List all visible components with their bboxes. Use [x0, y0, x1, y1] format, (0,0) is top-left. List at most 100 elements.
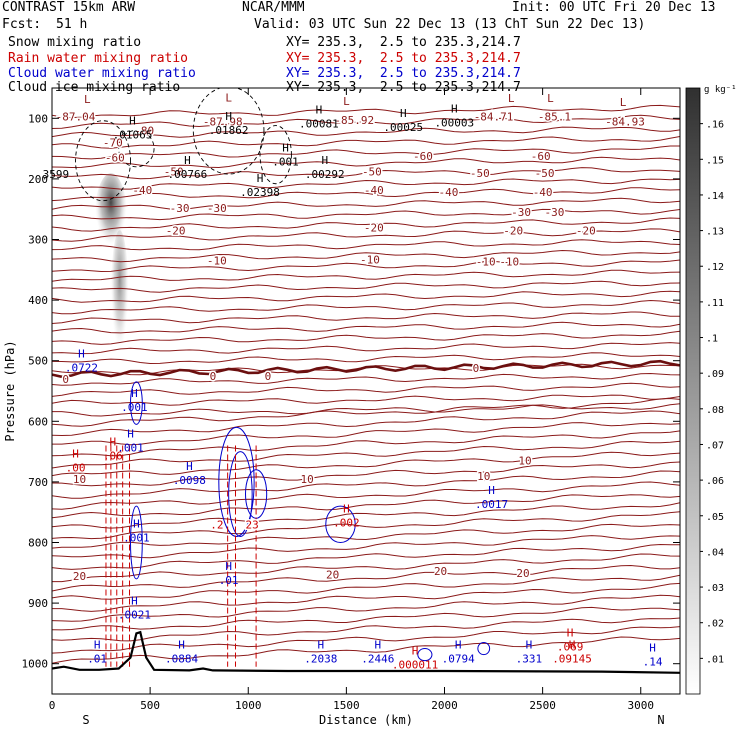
colorbar-tick-label: .05 — [706, 512, 724, 523]
colorbar-unit: g kg⁻¹ — [704, 85, 737, 95]
contour-label: 0 — [473, 362, 480, 375]
temperature-contour — [52, 440, 680, 469]
extremum-value-label: .0021 — [118, 608, 151, 621]
contour-label: -30 — [544, 206, 564, 219]
temperature-contour — [52, 280, 680, 293]
contour-label: -10 — [499, 255, 519, 268]
temperature-contour — [52, 372, 680, 386]
cloud-water-contour — [130, 381, 143, 425]
temperature-contour — [52, 574, 680, 600]
temperature-contour — [52, 422, 680, 446]
temperature-contour — [52, 582, 680, 612]
cloud-ice-contour — [192, 88, 265, 175]
contour-label: -10 — [476, 255, 496, 268]
extremum-value-label: .01 — [219, 574, 239, 587]
temperature-contour — [52, 410, 680, 437]
x-tick-label: 3000 — [628, 699, 655, 712]
extremum-marker: H — [131, 387, 138, 400]
cloud-ice-contour — [118, 129, 155, 168]
extremum-value-label: .06 — [103, 450, 123, 463]
x-tick-label: 0 — [49, 699, 56, 712]
init-time: Init: 00 UTC Fri 20 Dec 13 — [512, 0, 716, 15]
temperature-contour — [52, 126, 680, 138]
extremum-marker: H — [400, 107, 407, 120]
extremum-value-label: .01 — [87, 653, 107, 666]
temperature-contour — [52, 403, 680, 417]
extremum-marker: H — [282, 142, 289, 155]
temperature-contour — [52, 217, 680, 232]
contour-label: 10 — [73, 473, 86, 486]
contour-label: -70 — [103, 137, 123, 150]
contour-label: -10 — [360, 253, 380, 266]
temperature-contour — [52, 342, 680, 355]
extremum-marker: H — [186, 460, 193, 473]
extremum-marker: L — [225, 91, 232, 104]
field-name-snow: Snow mixing ratio — [8, 35, 142, 50]
contour-label: -40 — [438, 186, 458, 199]
temperature-contour — [52, 321, 680, 334]
y-tick-label: 700 — [28, 476, 48, 489]
contour-label: -87.04 — [56, 110, 96, 123]
extremum-marker: L — [547, 92, 554, 105]
extremum-marker: H — [321, 154, 328, 167]
extremum-marker: H — [257, 172, 264, 185]
y-tick-label: 300 — [28, 234, 48, 247]
extremum-marker: H — [526, 639, 533, 652]
cloud-water-contour — [417, 648, 433, 662]
extremum-marker: H — [78, 348, 85, 361]
contour-label: -40 — [132, 184, 152, 197]
temperature-contour — [52, 394, 680, 406]
extremum-value-label: .331 — [516, 653, 543, 666]
extremum-marker: H — [318, 639, 325, 652]
extremum-marker: H — [94, 639, 101, 652]
temperature-contour — [52, 311, 680, 324]
extremum-value-label: .01862 — [209, 124, 249, 137]
extremum-marker: L — [343, 95, 350, 108]
field-name-rain: Rain water mixing ratio — [8, 51, 189, 66]
extremum-value-label: .0017 — [475, 498, 508, 511]
extremum-marker: H — [127, 428, 134, 441]
contour-label: -80 — [134, 124, 154, 137]
temperature-contour — [52, 594, 680, 622]
valid-time: Valid: 03 UTC Sun 22 Dec 13 (13 ChT Sun … — [254, 17, 646, 32]
extremum-marker: H — [129, 114, 136, 127]
extremum-value-label: .00081 — [299, 118, 339, 131]
colorbar-tick-label: .12 — [706, 262, 724, 273]
contour-label: 20 — [434, 565, 447, 578]
extremum-value-label: .01065 — [113, 128, 153, 141]
temperature-contour — [52, 259, 680, 273]
extremum-marker: H — [412, 645, 419, 658]
y-axis-title: Pressure (hPa) — [3, 340, 17, 441]
extremum-marker: H — [455, 639, 462, 652]
colorbar-tick-label: .11 — [706, 298, 724, 309]
contour-label: -20 — [364, 221, 384, 234]
extremum-value-label: .000011 — [392, 659, 438, 672]
temperature-contour — [52, 299, 680, 315]
y-tick-label: 800 — [28, 537, 48, 550]
contour-label: -84.93 — [605, 115, 645, 128]
x-tick-label: 2000 — [431, 699, 458, 712]
extremum-value-label: .001 — [121, 401, 148, 414]
extremum-value-label: .14 — [643, 656, 663, 669]
contour-label: -30 — [170, 202, 190, 215]
colorbar — [685, 87, 701, 695]
y-tick-label: 400 — [28, 294, 48, 307]
extremum-value-label: .00766 — [168, 168, 208, 181]
extremum-value-label: .001 — [272, 156, 299, 169]
temperature-contour — [52, 249, 680, 263]
y-tick-label: 600 — [28, 415, 48, 428]
cloud-water-contour — [228, 451, 253, 537]
extremum-marker: L — [508, 92, 515, 105]
contour-label: 10 — [518, 455, 531, 468]
contour-label: -87.98 — [203, 115, 243, 128]
extremum-value-label: .00003 — [434, 116, 474, 129]
contour-label: -30 — [207, 202, 227, 215]
extremum-value-label: .069 — [557, 640, 584, 653]
contour-label: 10 — [301, 473, 314, 486]
contour-label: 20 — [516, 567, 529, 580]
temperature-contour — [52, 136, 680, 149]
extremum-marker: H — [569, 639, 576, 652]
contour-label: -50 — [470, 167, 490, 180]
field-xy-cloud-water: XY= 235.3, 2.5 to 235.3,214.7 — [286, 66, 521, 81]
